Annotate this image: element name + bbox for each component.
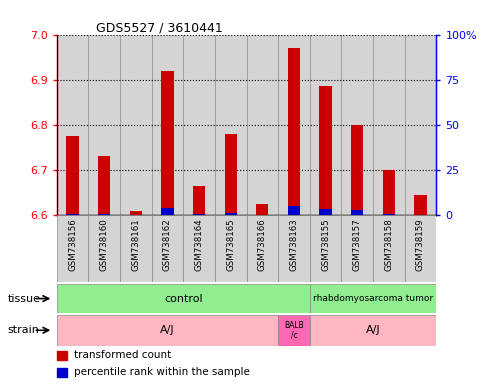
Text: strain: strain xyxy=(7,325,39,335)
Bar xyxy=(341,215,373,282)
Text: GSM738158: GSM738158 xyxy=(385,218,393,271)
Bar xyxy=(288,48,300,215)
Bar xyxy=(57,368,68,377)
Bar xyxy=(88,215,120,282)
Bar xyxy=(225,134,237,215)
Bar xyxy=(341,35,373,215)
Bar xyxy=(193,214,205,215)
Bar xyxy=(215,35,246,215)
Bar xyxy=(278,315,310,346)
Bar xyxy=(183,35,215,215)
Text: rhabdomyosarcoma tumor: rhabdomyosarcoma tumor xyxy=(313,294,433,303)
Text: GSM738160: GSM738160 xyxy=(100,218,108,271)
Bar xyxy=(415,195,426,215)
Bar xyxy=(57,284,310,313)
Bar xyxy=(215,215,246,282)
Bar xyxy=(278,215,310,282)
Bar xyxy=(278,35,310,215)
Bar xyxy=(98,156,110,215)
Text: GSM738157: GSM738157 xyxy=(352,218,362,271)
Bar xyxy=(288,206,300,215)
Text: GDS5527 / 3610441: GDS5527 / 3610441 xyxy=(96,21,223,34)
Text: transformed count: transformed count xyxy=(74,350,171,360)
Bar xyxy=(152,35,183,215)
Text: A/J: A/J xyxy=(366,325,380,335)
Text: tissue: tissue xyxy=(7,293,40,304)
Bar xyxy=(67,214,78,215)
Bar xyxy=(405,215,436,282)
Text: GSM738165: GSM738165 xyxy=(226,218,235,271)
Bar xyxy=(120,215,152,282)
Text: GSM738155: GSM738155 xyxy=(321,218,330,271)
Bar xyxy=(405,35,436,215)
Bar xyxy=(383,214,395,215)
Bar xyxy=(57,315,278,346)
Bar xyxy=(310,315,436,346)
Text: GSM738166: GSM738166 xyxy=(258,218,267,271)
Text: control: control xyxy=(164,293,203,304)
Bar xyxy=(225,214,237,215)
Bar xyxy=(98,214,110,215)
Bar xyxy=(57,215,88,282)
Bar xyxy=(319,209,332,215)
Bar xyxy=(256,204,268,215)
Text: GSM738161: GSM738161 xyxy=(131,218,141,271)
Bar xyxy=(246,35,278,215)
Bar xyxy=(120,35,152,215)
Bar xyxy=(161,71,174,215)
Bar xyxy=(373,215,405,282)
Bar xyxy=(246,215,278,282)
Text: GSM738163: GSM738163 xyxy=(289,218,298,271)
Bar xyxy=(193,186,205,215)
Bar xyxy=(130,210,142,215)
Text: GSM738164: GSM738164 xyxy=(195,218,204,271)
Text: A/J: A/J xyxy=(160,325,175,335)
Bar xyxy=(310,284,436,313)
Text: BALB
/c: BALB /c xyxy=(284,321,304,339)
Bar xyxy=(88,35,120,215)
Bar xyxy=(67,136,78,215)
Text: GSM738159: GSM738159 xyxy=(416,218,425,271)
Bar xyxy=(161,208,174,215)
Bar xyxy=(152,215,183,282)
Bar xyxy=(57,35,88,215)
Bar xyxy=(383,170,395,215)
Text: GSM738156: GSM738156 xyxy=(68,218,77,271)
Text: GSM738162: GSM738162 xyxy=(163,218,172,271)
Bar xyxy=(351,125,363,215)
Bar xyxy=(183,215,215,282)
Bar xyxy=(310,215,341,282)
Bar xyxy=(57,351,68,360)
Bar xyxy=(310,35,341,215)
Bar xyxy=(319,86,332,215)
Bar xyxy=(373,35,405,215)
Text: percentile rank within the sample: percentile rank within the sample xyxy=(74,367,249,377)
Bar xyxy=(351,210,363,215)
